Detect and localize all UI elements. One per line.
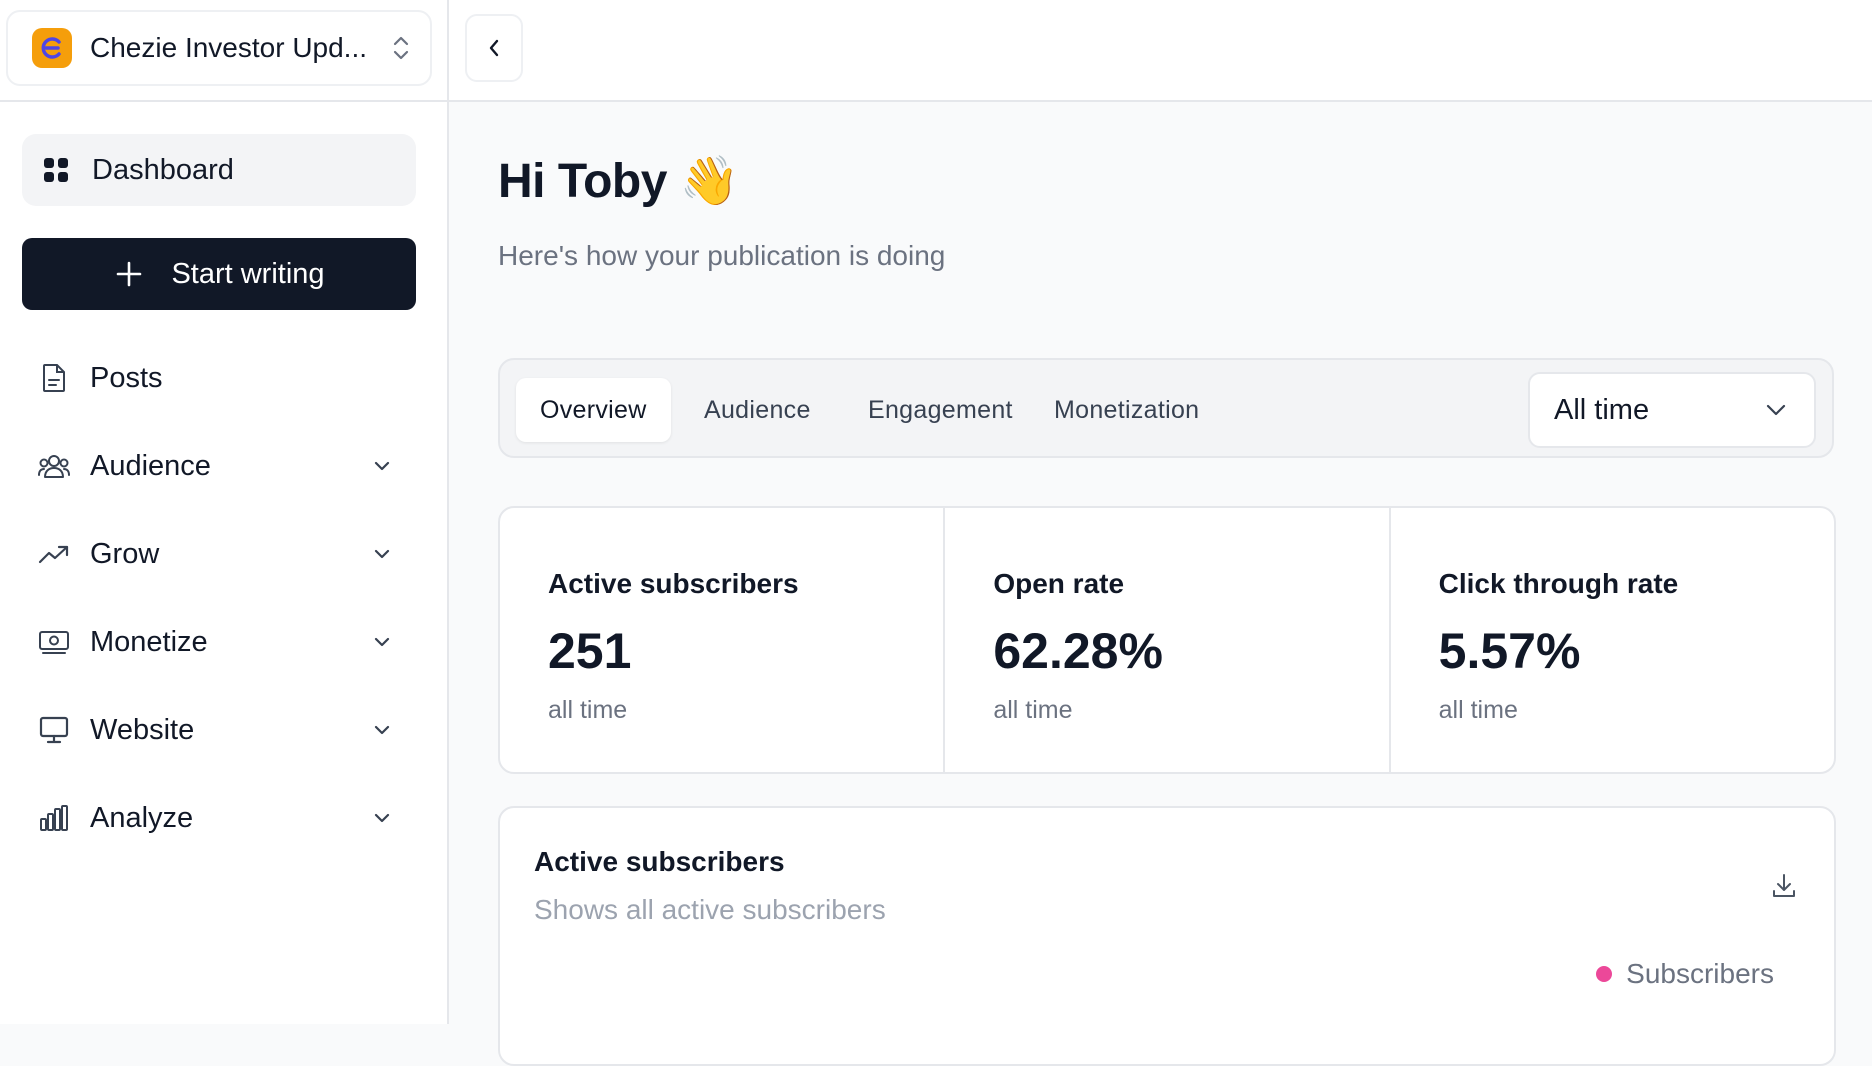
legend-dot <box>1596 966 1613 982</box>
download-button[interactable] <box>1766 868 1802 904</box>
stat-click-through-rate: Click through rate 5.57% all time <box>1391 508 1834 772</box>
stat-value: 251 <box>548 623 632 679</box>
chevron-down-icon <box>366 626 398 658</box>
collapse-sidebar-button[interactable] <box>465 14 523 82</box>
stat-value: 5.57% <box>1438 623 1581 679</box>
chart-legend: Subscribers <box>1596 958 1774 990</box>
sidebar-divider <box>0 100 449 102</box>
stat-label: Open rate <box>993 568 1125 599</box>
stat-open-rate: Open rate 62.28% all time <box>945 508 1391 772</box>
tab-engagement[interactable]: Engagement <box>868 395 1013 424</box>
page-title: Hi Toby 👋 <box>498 152 740 209</box>
tab-monetization[interactable]: Monetization <box>1054 395 1200 424</box>
stats-card: Active subscribers 251 all time Open rat… <box>498 506 1836 774</box>
chevron-down-icon <box>1760 394 1792 426</box>
sidebar-item-label: Grow <box>90 537 160 570</box>
users-icon <box>38 450 70 482</box>
plus-icon <box>113 258 145 290</box>
publication-logo <box>32 28 72 68</box>
chart-subtitle: Shows all active subscribers <box>534 894 886 925</box>
document-icon <box>38 362 70 394</box>
chart-title: Active subscribers <box>534 846 785 877</box>
stat-label: Active subscribers <box>548 568 799 599</box>
stat-period: all time <box>993 696 1073 724</box>
sidebar-item-label: Posts <box>90 361 163 394</box>
trending-up-icon <box>38 538 70 570</box>
greeting-text: Hi Toby <box>498 155 667 208</box>
stat-active-subscribers: Active subscribers 251 all time <box>500 508 946 772</box>
stat-period: all time <box>548 696 628 724</box>
sidebar-item-label: Audience <box>90 449 211 482</box>
stat-label: Click through rate <box>1438 568 1679 599</box>
bar-chart-icon <box>38 802 70 834</box>
grid-icon <box>40 154 72 186</box>
chevron-up-down-icon <box>390 31 412 65</box>
chevron-down-icon <box>366 538 398 570</box>
chevron-left-icon <box>478 32 510 64</box>
start-writing-button[interactable]: Start writing <box>22 238 416 310</box>
legend-label: Subscribers <box>1626 958 1774 989</box>
stat-value: 62.28% <box>993 623 1163 679</box>
sidebar-item-dashboard[interactable]: Dashboard <box>22 134 416 206</box>
date-range-select[interactable]: All time <box>1528 372 1816 448</box>
active-subscribers-chart-card: Active subscribers Shows all active subs… <box>498 806 1836 1066</box>
page-subtitle: Here's how your publication is doing <box>498 240 946 271</box>
wave-emoji: 👋 <box>679 155 740 208</box>
top-bar <box>449 0 1872 102</box>
sidebar: Chezie Investor Upd... Dashboard Start <box>0 0 449 1024</box>
dashboard-tabs: Overview Audience Engagement Monetizatio… <box>498 358 1834 458</box>
tab-audience[interactable]: Audience <box>704 395 811 424</box>
tab-overview[interactable]: Overview <box>516 378 671 442</box>
sidebar-item-audience[interactable]: Audience <box>22 434 416 498</box>
download-icon <box>1768 870 1800 902</box>
sidebar-item-monetize[interactable]: Monetize <box>22 610 416 674</box>
sidebar-item-label: Website <box>90 713 195 746</box>
chevron-down-icon <box>366 450 398 482</box>
sidebar-item-analyze[interactable]: Analyze <box>22 786 416 850</box>
sidebar-item-website[interactable]: Website <box>22 698 416 762</box>
date-range-value: All time <box>1554 393 1650 426</box>
sidebar-item-grow[interactable]: Grow <box>22 522 416 586</box>
publication-switcher[interactable]: Chezie Investor Upd... <box>6 10 432 86</box>
sidebar-item-label: Analyze <box>90 801 194 834</box>
money-icon <box>38 626 70 658</box>
chevron-down-icon <box>366 714 398 746</box>
sidebar-item-label: Dashboard <box>92 153 234 186</box>
sidebar-item-posts[interactable]: Posts <box>22 346 416 410</box>
start-writing-label: Start writing <box>171 257 325 290</box>
monitor-icon <box>38 714 70 746</box>
sidebar-item-label: Monetize <box>90 625 208 658</box>
stat-period: all time <box>1438 696 1518 724</box>
chevron-down-icon <box>366 802 398 834</box>
publication-name: Chezie Investor Upd... <box>90 32 368 63</box>
